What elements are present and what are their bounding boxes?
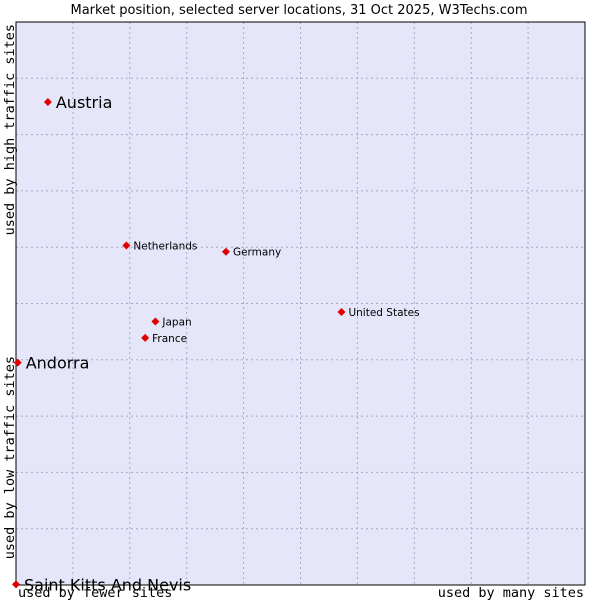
data-points: Austria Netherlands Germany United States Ja… xyxy=(12,93,420,594)
point-andorra: Andorra xyxy=(13,354,90,373)
point-label: United States xyxy=(348,307,419,319)
point-marker xyxy=(141,333,150,342)
point-marker xyxy=(337,307,346,316)
point-marker xyxy=(221,247,230,256)
point-label: Austria xyxy=(56,93,113,112)
point-label: Netherlands xyxy=(133,241,197,253)
point-japan: Japan xyxy=(151,317,192,329)
point-germany: Germany xyxy=(221,247,281,259)
point-label: Germany xyxy=(233,247,281,259)
y-axis-label-bottom: used by low traffic sites xyxy=(2,356,18,559)
point-marker xyxy=(122,241,131,250)
point-marker xyxy=(151,317,160,326)
point-marker xyxy=(43,97,52,106)
point-austria: Austria xyxy=(43,93,113,112)
point-label: Andorra xyxy=(26,354,90,373)
x-axis-label-right: used by many sites xyxy=(438,585,584,600)
point-label: Saint Kitts And Nevis xyxy=(24,575,191,594)
y-axis-label-top: used by high traffic sites xyxy=(2,24,18,235)
chart-title: Market position, selected server locatio… xyxy=(70,3,527,18)
point-marker xyxy=(12,580,20,589)
point-marker xyxy=(13,358,22,367)
x-axis-label-left: used by fewer sites xyxy=(18,585,172,600)
point-france: France xyxy=(141,333,187,345)
grid-lines xyxy=(16,22,585,585)
point-label: France xyxy=(152,333,187,345)
point-label: Japan xyxy=(161,317,191,329)
point-saint-kitts-and-nevis: Saint Kitts And Nevis xyxy=(12,575,191,594)
plot-frame xyxy=(15,21,586,586)
point-united-states: United States xyxy=(337,307,420,319)
point-netherlands: Netherlands xyxy=(122,241,197,253)
